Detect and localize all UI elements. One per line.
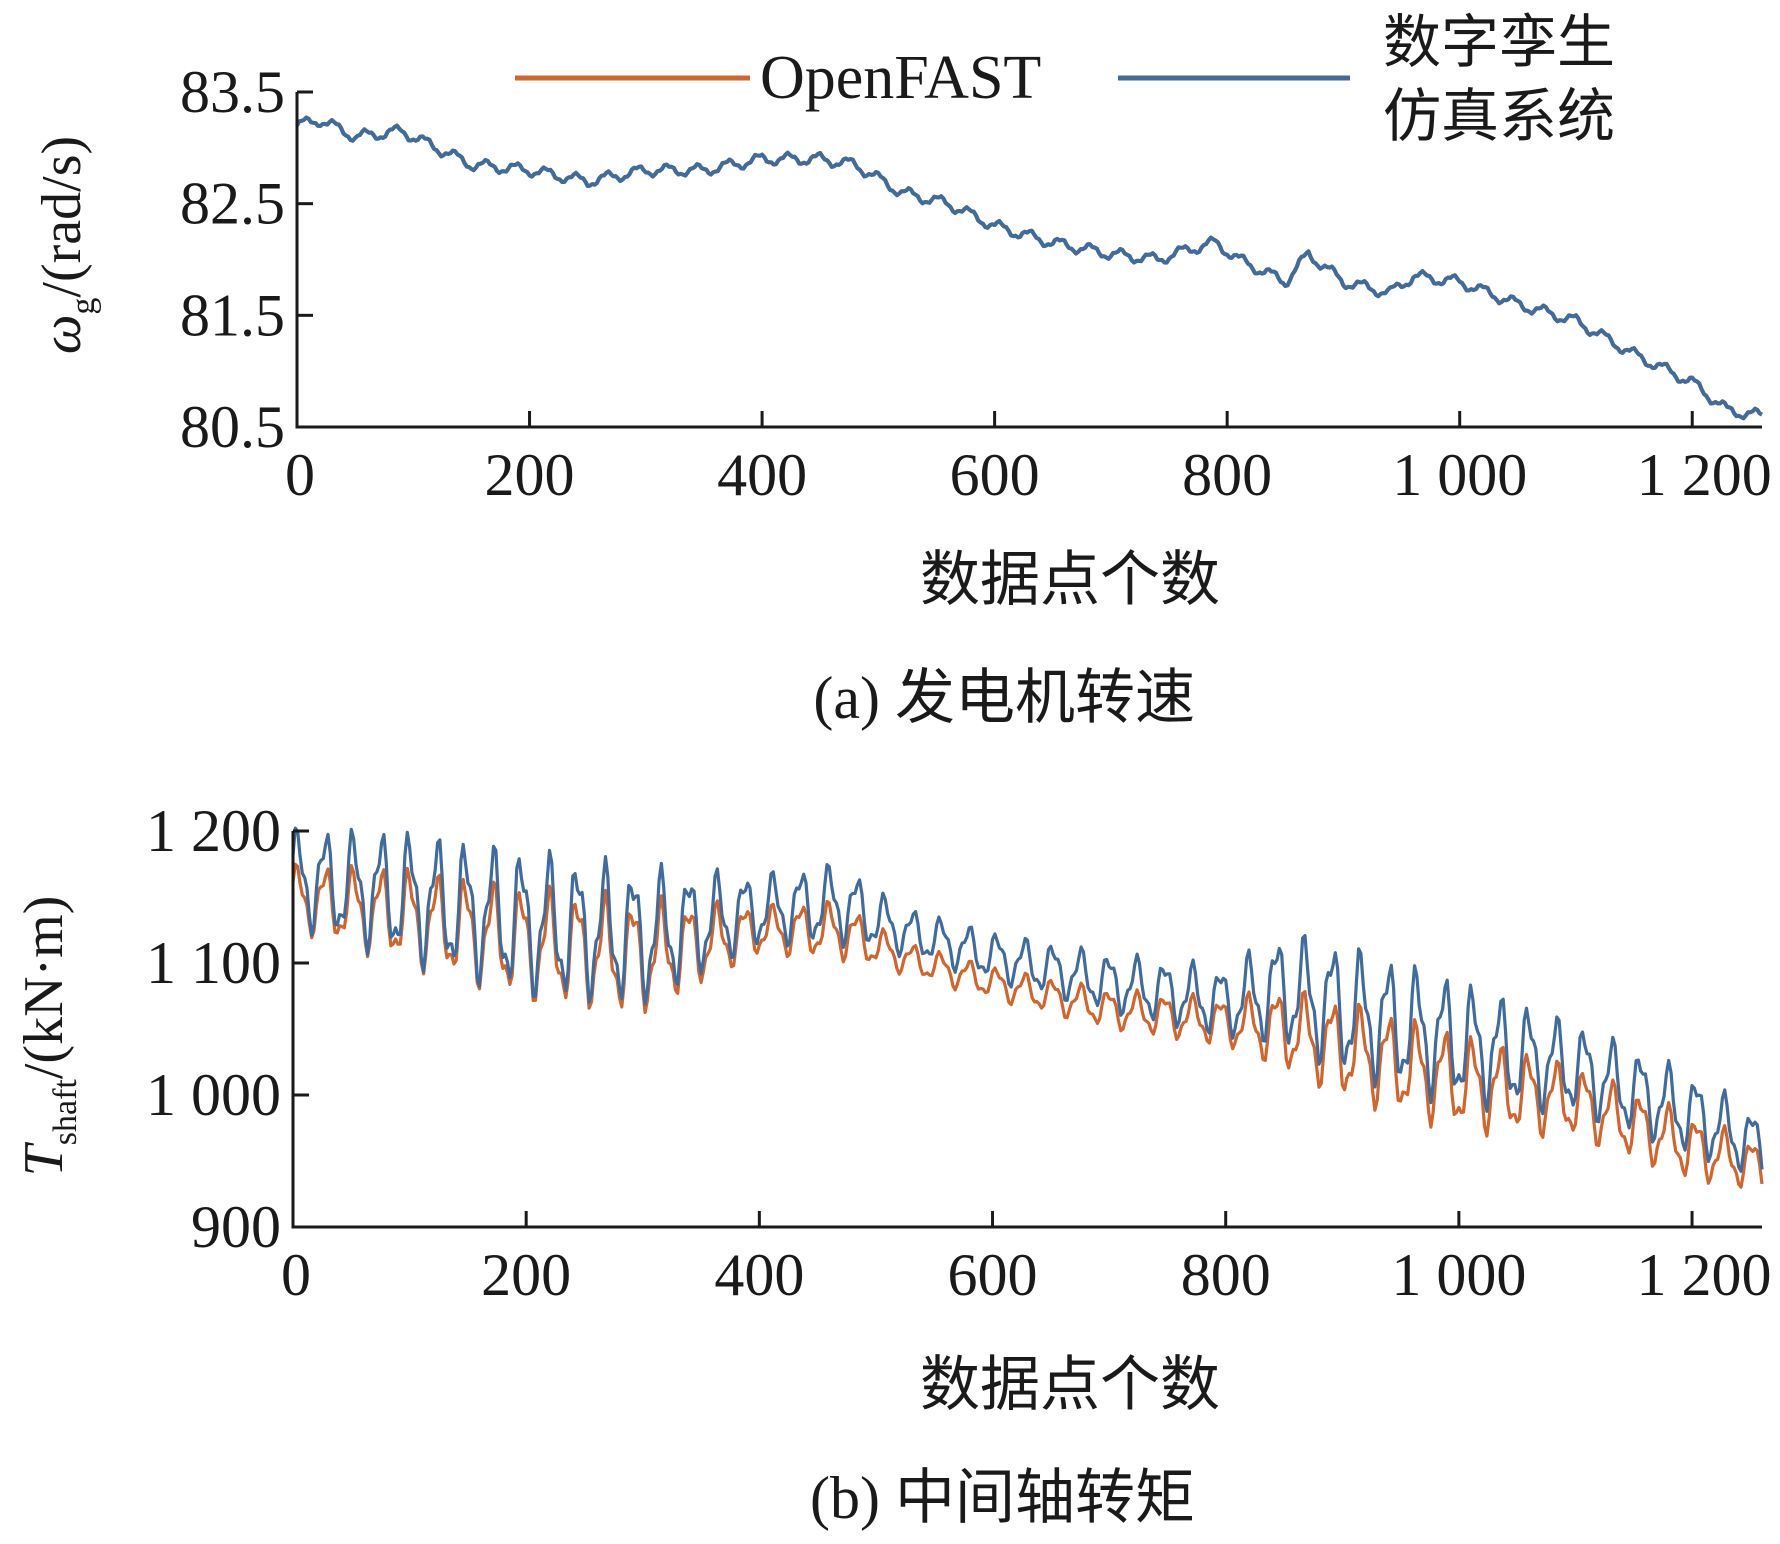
y-axis-unit-a: /(rad/s) (31, 136, 93, 298)
x-tick-label-a: 200 (485, 442, 575, 508)
y-axis-label-a: ωg/(rad/s) (31, 136, 102, 354)
y-axis-symbol-b: T (13, 1141, 75, 1176)
chart-panel-b: Tshaft/(kN·m) 数据点个数 (b) 中间轴转矩 0 200 400 600… (13, 798, 1772, 1533)
caption-a: 发电机转速 (895, 663, 1195, 733)
chart-panel-a: ωg/(rad/s) 数据点个数 (a) 发电机转速 0 200 400 600 800… (31, 59, 1772, 733)
x-tick-label-b: 800 (1181, 1242, 1271, 1308)
y-tick-label-b: 1 100 (146, 930, 281, 996)
y-axis-unit-b: /(kN·m) (13, 896, 75, 1080)
x-tick-label-b: 600 (948, 1242, 1038, 1308)
svg-text:Tshaft/(kN·m): Tshaft/(kN·m) (13, 896, 84, 1177)
axes-b (291, 831, 1762, 1229)
x-tick-label-a: 800 (1182, 442, 1272, 508)
y-tick-label-b: 900 (191, 1194, 281, 1260)
caption-prefix-b: (b) (810, 1465, 880, 1531)
x-tick-label-b: 0 (281, 1242, 311, 1308)
x-tick-label-a: 1 200 (1637, 442, 1772, 508)
y-axis-subscript-b: shaft (47, 1079, 84, 1146)
y-axis-subscript-a: g (65, 298, 102, 315)
y-tick-label-a: 80.5 (180, 394, 285, 460)
x-tick-label-b: 400 (714, 1242, 804, 1308)
legend-twin-label-line2: 仿真系统 (1383, 82, 1615, 150)
caption-b: 中间轴转矩 (895, 1463, 1195, 1533)
series-line-a-twin (295, 115, 1763, 421)
x-tick-label-b: 1 200 (1637, 1242, 1772, 1308)
x-tick-label-a: 600 (950, 442, 1040, 508)
x-tick-label-a: 1 000 (1392, 442, 1527, 508)
legend: OpenFAST 数字孪生 仿真系统 (515, 8, 1615, 150)
x-tick-label-a: 0 (285, 442, 315, 508)
y-tick-label-a: 82.5 (180, 171, 285, 237)
y-tick-label-b: 1 000 (146, 1062, 281, 1128)
x-axis-label-b: 数据点个数 (920, 1350, 1220, 1420)
y-axis-label-b: Tshaft/(kN·m) (13, 896, 84, 1177)
svg-text:ωg/(rad/s): ωg/(rad/s) (31, 136, 102, 354)
x-tick-label-b: 200 (481, 1242, 571, 1308)
series-line-b-twin (291, 826, 1764, 1173)
y-tick-label-a: 81.5 (180, 282, 285, 348)
legend-twin-label-line1: 数字孪生 (1383, 8, 1615, 76)
legend-openfast-label: OpenFAST (760, 44, 1041, 112)
x-axis-label-a: 数据点个数 (920, 545, 1220, 615)
y-tick-label-a: 83.5 (180, 59, 285, 125)
x-tick-label-b: 1 000 (1391, 1242, 1526, 1308)
y-axis-symbol-a: ω (31, 315, 93, 355)
y-tick-label-b: 1 200 (146, 798, 281, 864)
x-tick-label-a: 400 (717, 442, 807, 508)
caption-prefix-a: (a) (813, 665, 880, 731)
